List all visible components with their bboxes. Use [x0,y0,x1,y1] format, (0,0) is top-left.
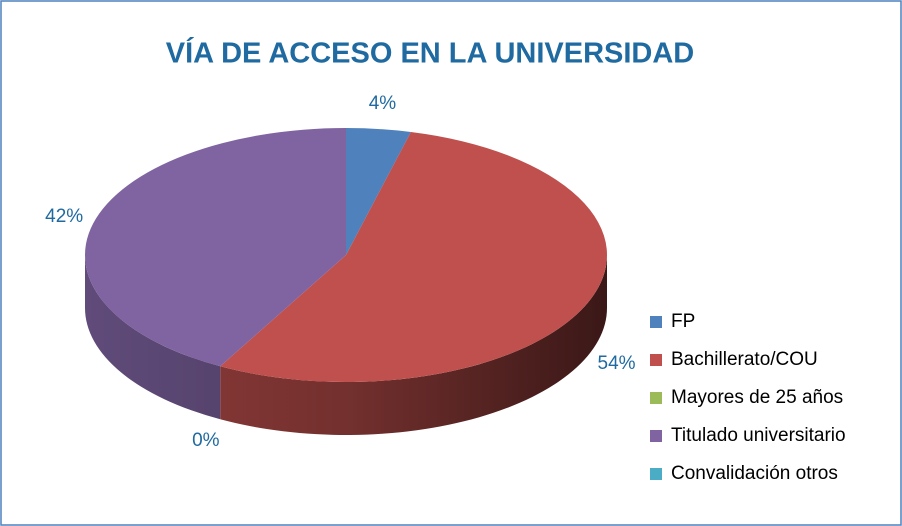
legend-label: FP [671,311,695,332]
data-label: 0% [192,430,220,451]
slice-side [220,255,607,436]
slice [346,128,411,255]
legend-label: Convalidación otros [671,463,838,484]
data-label: 54% [598,353,636,374]
chart-title: VÍA DE ACCESO EN LA UNIVERSIDAD [166,36,695,70]
legend-swatch [650,468,662,480]
slice-side [85,255,221,420]
legend-label: Bachillerato/COU [671,349,818,370]
legend-label: Mayores de 25 años [671,387,843,408]
data-label: 4% [369,93,397,114]
legend-label: Titulado universitario [671,425,846,446]
legend-swatch [650,392,662,404]
data-label: 42% [45,206,83,227]
slice [220,131,607,382]
slice [84,128,347,367]
legend-swatch [650,430,662,442]
legend-swatch [650,316,662,328]
legend-swatch [650,354,662,366]
